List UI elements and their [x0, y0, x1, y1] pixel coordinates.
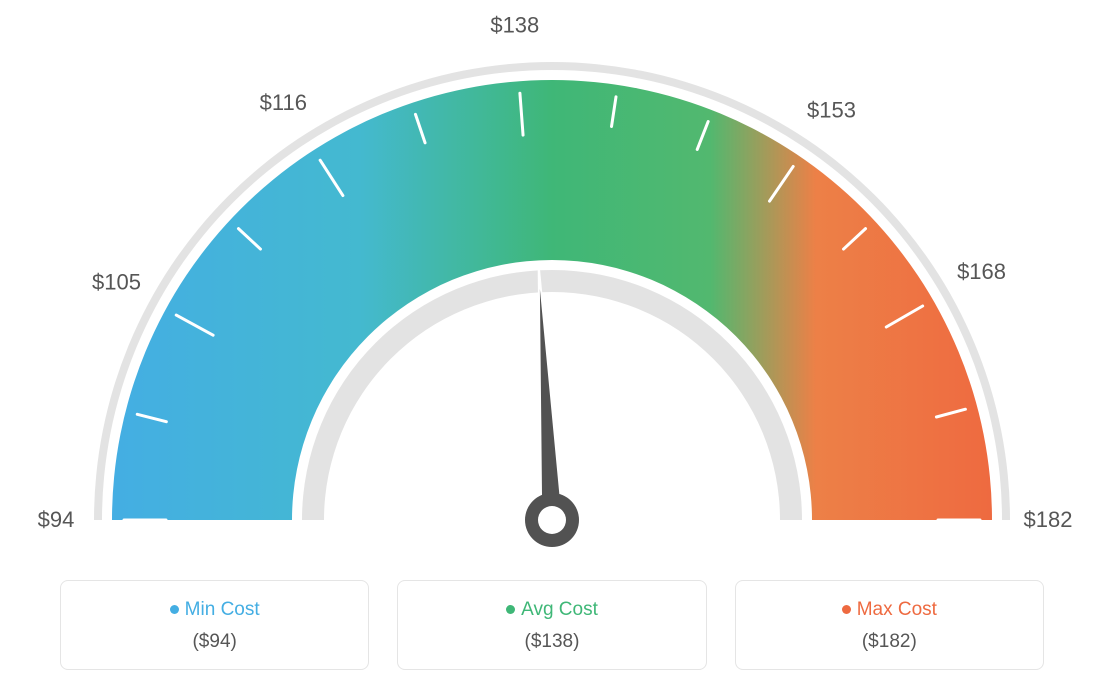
cost-gauge: $94 $105 $116 $138 $153 $168 $182	[0, 0, 1104, 560]
legend-row: Min Cost ($94) Avg Cost ($138) Max Cost ($182…	[0, 580, 1104, 670]
legend-card: Max Cost ($182)	[735, 580, 1044, 670]
needle-hub-inner	[538, 506, 566, 534]
legend-title-text: Max Cost	[857, 599, 937, 620]
legend-value: ($94)	[71, 631, 358, 653]
gauge-tick-label: $153	[807, 97, 856, 122]
gauge-needle	[539, 265, 563, 522]
gauge-tick-label: $116	[260, 90, 307, 115]
legend-title-text: Avg Cost	[521, 599, 598, 620]
legend-card: Min Cost ($94)	[60, 580, 369, 670]
legend-title: Min Cost	[71, 599, 358, 621]
gauge-tick-label: $168	[957, 259, 1006, 284]
legend-title: Avg Cost	[408, 599, 695, 621]
legend-value: ($182)	[746, 631, 1033, 653]
legend-value: ($138)	[408, 631, 695, 653]
legend-title: Max Cost	[746, 599, 1033, 621]
legend-dot-icon	[506, 605, 515, 614]
gauge-tick-label: $138	[490, 12, 539, 37]
legend-title-text: Min Cost	[185, 599, 260, 620]
legend-card: Avg Cost ($138)	[397, 580, 706, 670]
legend-dot-icon	[170, 605, 179, 614]
legend-dot-icon	[842, 605, 851, 614]
gauge-tick-label: $182	[1024, 507, 1073, 532]
gauge-svg: $94 $105 $116 $138 $153 $168 $182	[0, 0, 1104, 560]
gauge-tick-label: $94	[38, 507, 75, 532]
gauge-tick-label: $105	[92, 270, 141, 295]
